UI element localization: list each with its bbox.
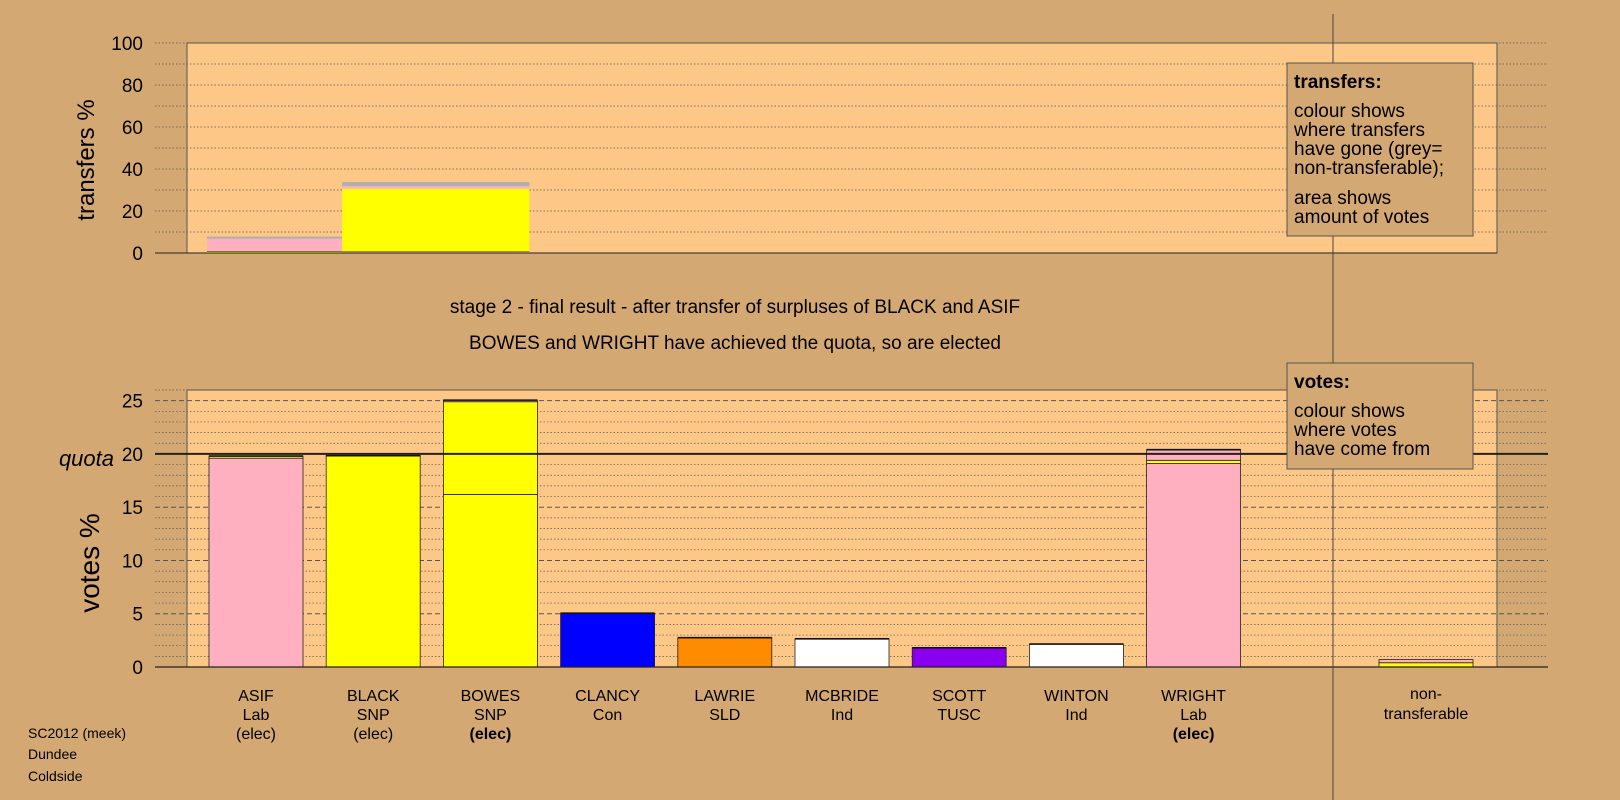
transfer-block-black-segment xyxy=(342,186,530,189)
transfers-y-tick-label: 100 xyxy=(111,34,143,55)
candidate-name-label: MCBRIDE xyxy=(805,688,879,705)
candidate-name-label: LAWRIE xyxy=(694,688,755,705)
votes-legend-text: where votes xyxy=(1293,420,1396,441)
candidate-name-label: CLANCY xyxy=(575,688,640,705)
transfer-block-black-segment xyxy=(342,182,530,187)
candidate-name-label: BLACK xyxy=(347,688,400,705)
transfers-y-tick-label: 0 xyxy=(132,244,143,265)
bar-lawrie-segment xyxy=(677,637,773,668)
bar-asif-segment xyxy=(208,457,304,668)
candidate-name-label: WINTON xyxy=(1044,688,1109,705)
votes-y-tick-label: 25 xyxy=(122,392,143,413)
candidate-name-label: ASIF xyxy=(238,688,274,705)
candidate-party-label: Ind xyxy=(831,707,853,724)
transfers-legend-text: amount of votes xyxy=(1294,207,1429,228)
candidate-party-label: SLD xyxy=(709,707,740,724)
votes-y-tick-label: 20 xyxy=(122,445,143,466)
transfers-legend-text: where transfers xyxy=(1293,120,1425,141)
transfer-block-asif-segment xyxy=(207,251,343,253)
votes-legend-text: have come from xyxy=(1294,439,1430,460)
transfers-y-tick-label: 40 xyxy=(122,160,143,181)
transfers-legend-title: transfers: xyxy=(1294,72,1382,93)
candidate-status-label: (elec) xyxy=(236,726,276,743)
bar-wright-segment xyxy=(1146,459,1241,464)
transfers-legend-text: have gone (grey= xyxy=(1294,139,1442,160)
transfer-block-black-segment xyxy=(342,251,530,253)
chart-title-line-2: BOWES and WRIGHT have achieved the quota… xyxy=(469,333,1001,354)
bar-wright-segment xyxy=(1146,449,1241,461)
bar-wright-segment xyxy=(1146,463,1241,668)
transfers-y-tick-label: 80 xyxy=(122,76,143,97)
votes-legend-box xyxy=(1286,362,1474,470)
transfers-y-tick-label: 20 xyxy=(122,202,143,223)
candidate-status-label: (elec) xyxy=(353,726,393,743)
candidate-party-label: Lab xyxy=(1180,707,1207,724)
nontransferable-label-line-1: non- xyxy=(1410,686,1442,703)
transfers-y-tick-label: 60 xyxy=(122,118,143,139)
votes-legend-text: colour shows xyxy=(1294,401,1405,422)
votes-y-tick-label: 0 xyxy=(132,658,143,679)
votes-y-tick-label: 5 xyxy=(132,605,143,626)
candidate-party-label: Ind xyxy=(1065,707,1087,724)
votes-y-tick-label: 15 xyxy=(122,498,143,519)
transfer-block-black-segment xyxy=(342,188,530,252)
bar-winton-segment xyxy=(1029,643,1124,668)
transfers-y-axis-label: transfers % xyxy=(73,99,100,220)
footer-line-2: Dundee xyxy=(28,746,77,762)
quota-label: quota xyxy=(59,446,114,471)
candidate-party-label: SNP xyxy=(357,707,390,724)
footer-line-1: SC2012 (meek) xyxy=(28,725,126,741)
votes-legend-title: votes: xyxy=(1294,372,1350,393)
bar-bowes-segment xyxy=(442,494,538,668)
bar-nontransferable-segment xyxy=(1378,659,1474,664)
nontransferable-label-line-2: transferable xyxy=(1384,706,1469,723)
footer-line-3: Coldside xyxy=(28,768,83,784)
votes-y-axis-label: votes % xyxy=(74,513,105,613)
candidate-name-label: SCOTT xyxy=(932,688,986,705)
candidate-status-label: (elec) xyxy=(470,726,512,743)
bar-black-segment xyxy=(325,455,421,668)
bar-bowes-segment xyxy=(442,401,538,495)
candidate-name-label: WRIGHT xyxy=(1161,688,1226,705)
candidate-status-label: (elec) xyxy=(1173,726,1215,743)
candidate-name-label: BOWES xyxy=(461,688,521,705)
candidate-party-label: TUSC xyxy=(937,707,981,724)
candidate-party-label: Lab xyxy=(243,707,270,724)
transfers-legend-text: non-transferable); xyxy=(1294,158,1444,179)
transfers-legend-text: area shows xyxy=(1294,188,1391,209)
transfers-legend-box xyxy=(1286,62,1474,237)
candidate-party-label: SNP xyxy=(474,707,507,724)
transfer-block-asif-segment xyxy=(207,238,343,252)
bar-mcbride-segment xyxy=(794,638,890,668)
bar-scott-segment xyxy=(911,647,1007,668)
votes-y-tick-label: 10 xyxy=(122,551,143,572)
transfers-legend-text: colour shows xyxy=(1294,101,1405,122)
candidate-party-label: Con xyxy=(593,707,622,724)
chart-title-line-1: stage 2 - final result - after transfer … xyxy=(450,297,1020,318)
bar-clancy-segment xyxy=(560,612,655,668)
transfer-block-asif-segment xyxy=(207,236,343,239)
